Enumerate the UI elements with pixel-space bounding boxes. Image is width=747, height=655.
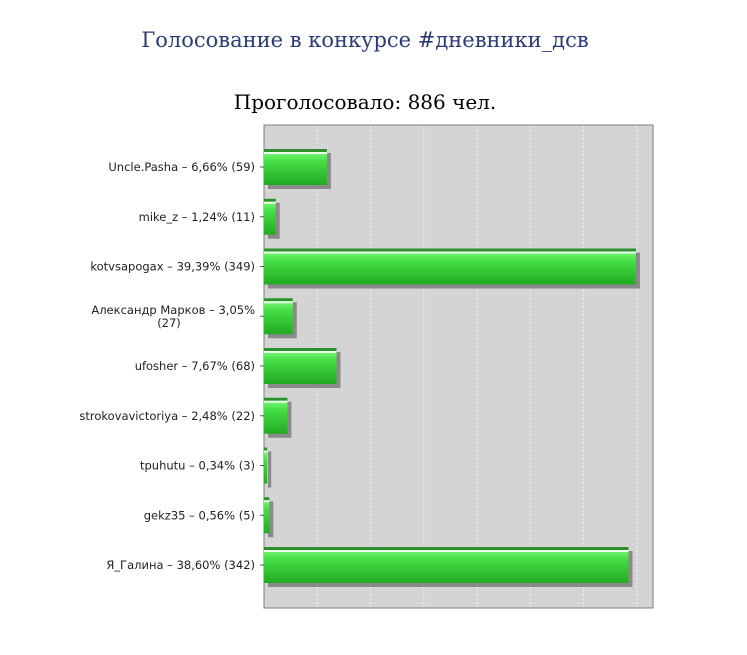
bar <box>264 248 640 289</box>
bar-top-edge <box>264 298 293 302</box>
bar-body <box>264 149 327 185</box>
category-label-line: (27) <box>157 316 181 330</box>
bar-body <box>264 397 288 434</box>
chart-title: Проголосовало: 886 чел. <box>233 90 497 114</box>
bars <box>264 149 640 587</box>
category-label-line: mike_z – 1,24% (11) <box>139 210 255 224</box>
bar-highlight <box>264 500 270 503</box>
bar <box>264 497 274 538</box>
bar-body <box>264 348 337 384</box>
category-label-line: ufosher – 7,67% (68) <box>135 359 255 373</box>
bar <box>264 547 633 587</box>
bar <box>264 447 272 488</box>
bar-body <box>264 547 629 583</box>
category-label: Uncle.Pasha – 6,66% (59) <box>108 160 255 174</box>
category-label: Я_Галина – 38,60% (342) <box>106 558 255 572</box>
bar-body <box>264 298 293 335</box>
bar-top-edge <box>264 497 270 501</box>
bar-top-edge <box>264 397 288 401</box>
bar-shadow <box>268 451 272 488</box>
bar-highlight <box>264 550 629 552</box>
category-label: tpuhutu – 0,34% (3) <box>140 459 255 473</box>
bar-body <box>264 447 268 484</box>
bar-body <box>264 497 270 534</box>
bar-highlight <box>264 251 636 254</box>
bar-highlight <box>264 301 293 304</box>
gridlines <box>316 126 638 607</box>
bar-highlight <box>264 201 276 204</box>
category-label: Александр Марков – 3,05% (27) <box>91 303 255 330</box>
bar-top-edge <box>264 248 636 252</box>
category-label-line: gekz35 – 0,56% (5) <box>144 508 255 522</box>
category-label: strokovavictoriya – 2,48% (22) <box>79 409 255 423</box>
bar-highlight <box>264 152 327 154</box>
bar-top-edge <box>264 447 268 451</box>
bar-highlight <box>264 400 288 403</box>
bar <box>264 149 331 189</box>
category-label-line: tpuhutu – 0,34% (3) <box>140 459 255 473</box>
bar-top-edge <box>264 348 337 351</box>
category-label: ufosher – 7,67% (68) <box>135 359 255 373</box>
category-label-line: kotvsapogax – 39,39% (349) <box>90 260 255 274</box>
bar-highlight <box>264 351 337 353</box>
bar-body <box>264 248 636 285</box>
bar-highlight <box>264 450 268 453</box>
category-labels: Uncle.Pasha – 6,66% (59) mike_z – 1,24% (… <box>79 160 264 572</box>
bar <box>264 348 341 388</box>
category-label-line: Александр Марков – 3,05% <box>91 303 255 317</box>
category-label-line: strokovavictoriya – 2,48% (22) <box>79 409 255 423</box>
bar <box>264 397 292 438</box>
bar <box>264 198 280 239</box>
bar-top-edge <box>264 198 276 202</box>
category-label-line: Я_Галина – 38,60% (342) <box>106 558 255 572</box>
bar <box>264 298 297 339</box>
bar-shadow <box>268 501 274 538</box>
bar-body <box>264 198 276 235</box>
category-label-line: Uncle.Pasha – 6,66% (59) <box>108 160 255 174</box>
category-label: gekz35 – 0,56% (5) <box>144 508 255 522</box>
category-label: kotvsapogax – 39,39% (349) <box>90 260 255 274</box>
page-title: Голосование в конкурсе #дневники_дсв <box>141 28 589 52</box>
bar-top-edge <box>264 149 327 152</box>
category-label: mike_z – 1,24% (11) <box>139 210 255 224</box>
bar-top-edge <box>264 547 629 550</box>
